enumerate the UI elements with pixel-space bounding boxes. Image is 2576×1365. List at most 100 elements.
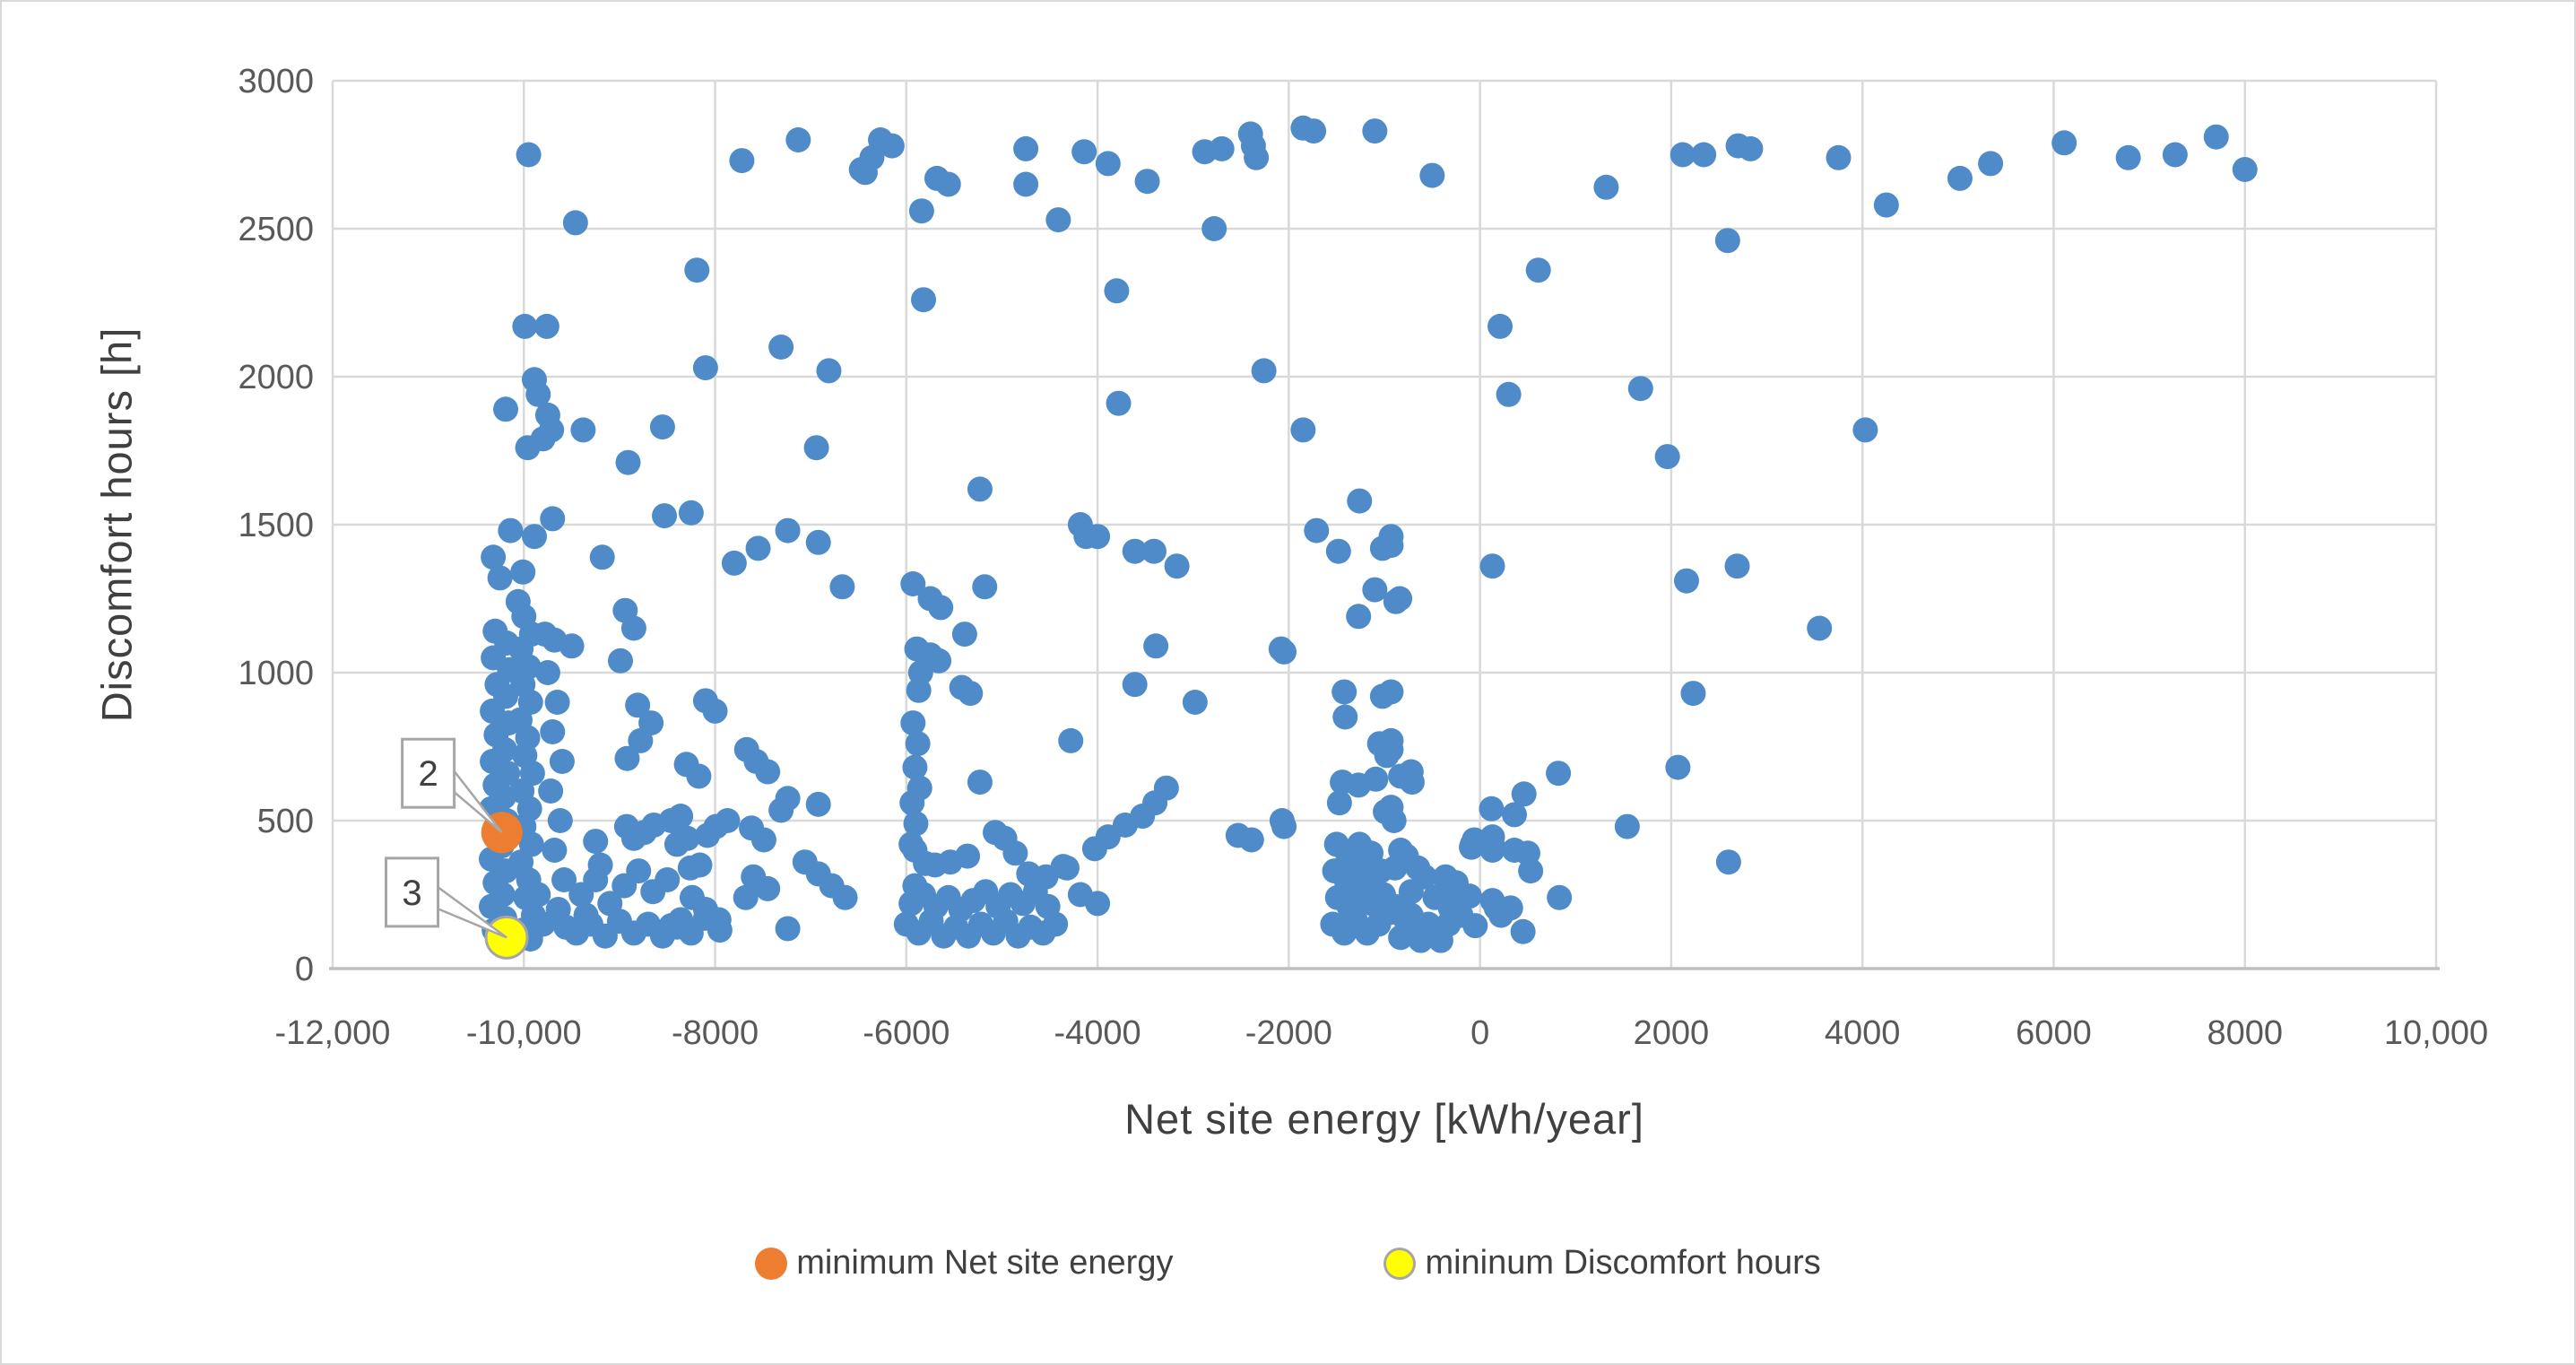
scatter-point [1271,813,1297,839]
scatter-point [1654,444,1680,470]
scatter-point [625,692,651,718]
scatter-point [1670,142,1696,168]
scatter-point [972,574,998,600]
scatter-point [755,759,781,785]
scatter-point [512,313,538,339]
x-tick-label: 10,000 [2384,1014,2488,1052]
scatter-point [911,287,937,313]
scatter-point [1807,615,1833,641]
scatter-point [1479,796,1505,822]
scatter-point [1363,766,1389,792]
scatter-point [1058,727,1084,753]
scatter-point [649,414,675,440]
callout-label-3: 3 [402,874,421,913]
scatter-point [1002,840,1028,866]
scatter-point [750,827,776,853]
scatter-point [597,891,623,917]
scatter-point [906,677,932,703]
scatter-point [1346,604,1372,630]
scatter-point [1054,855,1080,881]
scatter-point [902,754,928,780]
scatter-point [692,355,718,381]
callout-box-3 [385,856,440,928]
scatter-point [1326,790,1352,816]
scatter-point [768,335,794,360]
callout-label-2: 2 [419,754,438,794]
scatter-point [2162,142,2188,168]
scatter-point [1873,192,1899,218]
scatter-point [1525,257,1551,283]
scatter-point [715,808,741,833]
scatter-point [1511,781,1537,807]
scatter-point [498,517,524,543]
scatter-point [1290,417,1316,443]
scatter-point [668,907,694,933]
scatter-point [522,524,548,550]
x-tick-label: -12,000 [275,1014,391,1052]
scatter-point [1738,135,1764,161]
scatter-point [906,775,932,801]
x-tick-label: -4000 [1054,1014,1141,1052]
scatter-point [768,797,794,823]
scatter-point [955,843,981,869]
yellow-dot-icon [1383,1247,1417,1280]
scatter-point [958,681,984,707]
scatter-point [1518,858,1544,884]
x-tick-label: 2000 [1634,1014,1710,1052]
scatter-point [1852,417,1878,443]
scatter-point [1071,139,1097,165]
scatter-point [687,852,713,878]
scatter-point [668,804,694,830]
scatter-point [1081,836,1107,862]
scatter-point [1673,568,1699,594]
scatter-point [900,710,926,736]
scatter-point [900,571,926,596]
x-tick-label: 8000 [2207,1014,2283,1052]
scatter-point [547,808,573,833]
scatter-point [1331,679,1357,705]
scatter-point [544,690,570,715]
scatter-point [785,127,811,152]
y-axis-title: Discomfort hours [h] [92,326,141,723]
scatter-point [816,358,842,384]
scatter-point [1443,870,1469,896]
scatter-point [615,449,641,475]
scatter-point [1141,538,1167,564]
legend: minimum Net site energy mininum Discomfo… [2,1244,2574,1282]
scatter-point [1378,533,1404,559]
scatter-point [551,867,577,892]
x-tick-label: -6000 [863,1014,950,1052]
scatter-point [1680,681,1706,707]
scatter-point [583,829,609,855]
scatter-point [652,503,678,529]
scatter-point [1627,376,1653,402]
scatter-point [1398,879,1424,905]
scatter-point [1251,358,1277,384]
scatter-point [1244,144,1270,170]
y-tick-label: 2000 [238,359,314,396]
legend-label: minimum Net site energy [796,1244,1174,1282]
scatter-point [1013,171,1039,197]
scatter-point [1332,704,1358,730]
scatter-point [1546,761,1572,787]
x-axis-title: Net site energy [kWh/year] [1124,1095,1644,1143]
scatter-point [702,698,728,724]
scatter-point [1665,754,1691,780]
scatter-point [686,763,712,789]
scatter-point [928,595,954,621]
legend-item-min-net-site-energy: minimum Net site energy [755,1244,1173,1282]
scatter-point [721,550,747,576]
scatter-point [1593,174,1619,200]
scatter-point [1978,151,2004,177]
scatter-point [733,884,759,910]
scatter-point [967,476,993,502]
scatter-point [1405,923,1431,949]
scatter-point [674,825,700,851]
scatter-point [525,882,551,908]
scatter-point [706,907,732,933]
scatter-point [1182,690,1208,715]
scatter-point [1325,538,1351,564]
scatter-point [1947,165,1973,191]
scatter-point [1462,913,1488,939]
